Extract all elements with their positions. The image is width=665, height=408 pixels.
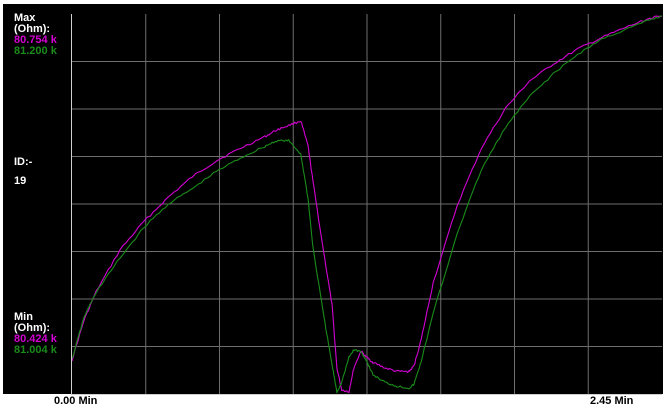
min-series-b-value: 81.004 k: [14, 344, 57, 356]
id-label: ID:-: [14, 156, 33, 168]
id-value: 19: [14, 175, 27, 187]
min-series-a-value: 80.424 k: [14, 333, 57, 345]
grid-lines: [72, 14, 662, 394]
plot-area: [71, 14, 662, 395]
series-line-b: [72, 15, 662, 394]
x-start-label: 0.00 Min: [54, 395, 98, 407]
min-title-1: Min: [14, 311, 33, 323]
chart-frame: Max (Ohm): 80.754 k 81.200 k ID:- 19 Min…: [3, 4, 663, 395]
series-lines: [72, 15, 662, 394]
max-title-2: (Ohm):: [14, 23, 51, 35]
series-line-a: [72, 15, 662, 394]
max-series-b-value: 81.200 k: [14, 45, 57, 57]
x-end-label: 2.45 Min: [590, 395, 634, 407]
min-title-2: (Ohm):: [14, 322, 51, 334]
max-series-a-value: 80.754 k: [14, 34, 57, 46]
chart-svg: [72, 14, 662, 394]
max-title-1: Max: [14, 12, 36, 24]
